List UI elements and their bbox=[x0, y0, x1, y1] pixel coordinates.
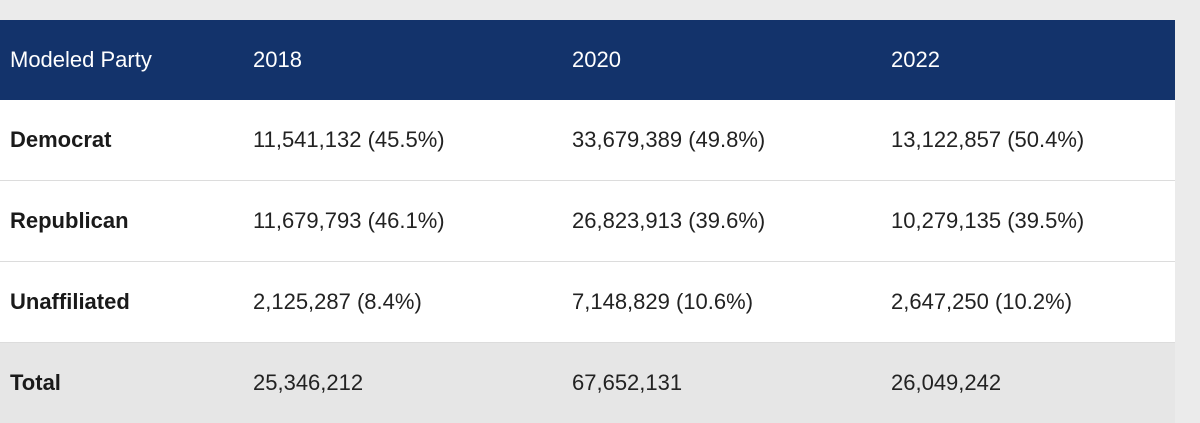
page: Modeled Party 2018 2020 2022 Democrat 11,541,… bbox=[0, 20, 1175, 395]
cell: 2018 bbox=[253, 47, 302, 72]
row-label: Total bbox=[10, 370, 61, 395]
cell: 2,125,287 (8.4%) bbox=[253, 289, 422, 314]
cell: 25,346,212 bbox=[253, 370, 364, 395]
table-row: Unaffiliated 2,125,287 (8.4%) 7,148,829 (1… bbox=[0, 262, 1175, 343]
cell: 33,679,389 (49.8%) bbox=[572, 127, 766, 152]
cell: 67,652,131 bbox=[572, 370, 683, 395]
party-table: Modeled Party 2018 2020 2022 Democrat 11,541,… bbox=[0, 20, 1175, 423]
table-row: Democrat 11,541,132 (45.5%) 33,679,389 (49… bbox=[0, 100, 1175, 181]
cell: 26,823,913 (39.6%) bbox=[572, 208, 766, 233]
cell: 7,148,829 (10.6%) bbox=[572, 289, 754, 314]
cell: 13,122,857 (50.4%) bbox=[891, 127, 1085, 152]
cell: 11,541,132 (45.5%) bbox=[253, 127, 445, 152]
row-label: Democrat bbox=[10, 127, 112, 152]
row-label: Unaffiliated bbox=[10, 289, 130, 314]
cell: 26,049,242 bbox=[891, 370, 1002, 395]
cell: 10,279,135 (39.5%) bbox=[891, 208, 1085, 233]
cell: 11,679,793 (46.1%) bbox=[253, 208, 445, 233]
header-row: Modeled Party 2018 2020 2022 bbox=[0, 20, 1175, 100]
cell: 2,647,250 (10.2%) bbox=[891, 289, 1073, 314]
row-label: Republican bbox=[10, 208, 129, 233]
table-row: Republican 11,679,793 (46.1%) 26,823,913 (… bbox=[0, 181, 1175, 262]
cell: 2020 bbox=[572, 47, 621, 72]
cell: 2022 bbox=[891, 47, 940, 72]
total-row: Total 25,346,212 67,652,131 26,049,242 bbox=[0, 343, 1175, 423]
row-label: Modeled Party bbox=[10, 47, 152, 72]
